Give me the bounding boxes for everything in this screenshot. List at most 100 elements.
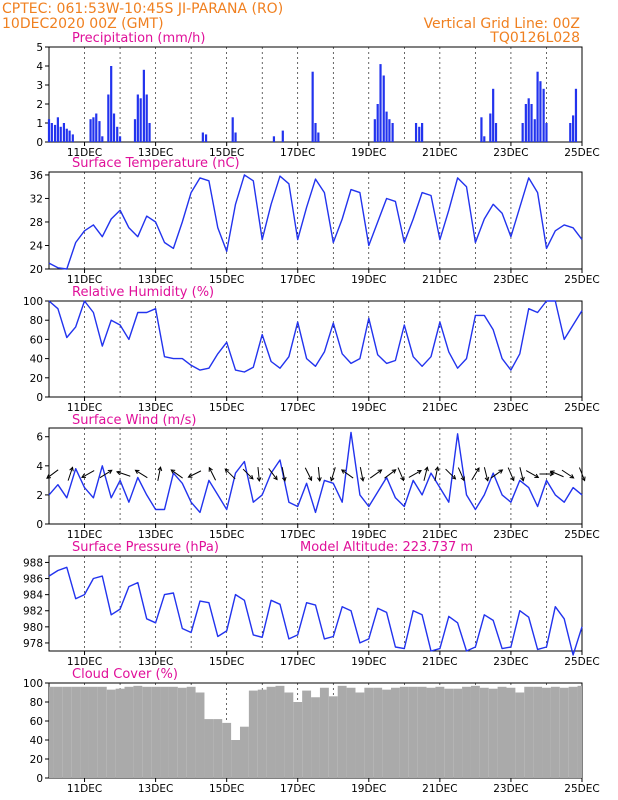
precipitation-bar: [545, 123, 548, 142]
cloud-cover-bar: [550, 686, 560, 778]
cloud-cover-bar: [444, 688, 454, 778]
wind-arrow-shaft: [408, 470, 422, 478]
precipitation-bar: [272, 136, 276, 142]
precipitation-bar: [388, 119, 391, 142]
wind-arrow-head: [46, 474, 51, 479]
wind-arrow: [304, 467, 313, 482]
precipitation-title: Precipitation (mm/h): [72, 31, 205, 46]
temperature-xtick-label: 19DEC: [351, 274, 386, 286]
wind-xtick-label: 23DEC: [493, 529, 528, 541]
cloud-cover-bar: [479, 687, 489, 778]
wind-arrow-head: [340, 469, 346, 474]
humidity-frame: [48, 300, 583, 398]
precipitation-bar: [373, 119, 376, 142]
cloud-cover-bar: [391, 687, 400, 778]
wind-arrow: [549, 470, 564, 478]
humidity-ytick-label: 60: [30, 334, 43, 346]
precipitation-bar: [116, 126, 119, 142]
header-grid-note: Vertical Grid Line: 00Z: [424, 16, 580, 32]
cloud-cover-bar: [533, 686, 543, 778]
wind-arrow: [578, 467, 586, 482]
cloud-cover-ytick-label: 80: [30, 697, 43, 709]
wind-arrow-head: [520, 476, 525, 482]
wind-arrow-head: [424, 466, 429, 472]
precipitation-bar: [101, 136, 104, 142]
wind-arrow-shaft: [317, 466, 321, 482]
wind-arrow-head: [484, 476, 490, 482]
wind-arrow-shaft: [369, 469, 382, 479]
cloud-cover-bar: [408, 686, 418, 778]
precipitation-ytick-label: 2: [36, 99, 43, 111]
wind-arrow-shaft: [188, 470, 202, 478]
cloud-cover-bar: [177, 687, 187, 778]
wind-arrow-shaft: [268, 468, 278, 480]
pressure-xtick-label: 25DEC: [564, 656, 599, 668]
wind-arrow: [99, 469, 113, 479]
cloud-cover-bar: [106, 689, 116, 778]
wind-arrow: [46, 469, 59, 479]
wind-arrow: [170, 469, 183, 479]
wind-arrow-head: [391, 469, 397, 474]
temperature-xtick-label: 17DEC: [280, 274, 315, 286]
precipitation-ytick-label: 4: [36, 61, 43, 73]
cloud-cover-bar: [462, 686, 471, 778]
wind-arrow-head: [329, 476, 335, 482]
cloud-cover-bar: [275, 685, 285, 778]
cloud-cover-bar: [470, 685, 480, 778]
precipitation-bar: [494, 123, 498, 142]
precipitation-bar: [421, 123, 424, 142]
pressure-panel: 978 980 982 984 986 988 11DEC 13DEC 15DEC 17DEC 19…: [23, 540, 600, 668]
wind-arrow: [208, 466, 217, 481]
precipitation-bar: [139, 98, 142, 142]
temperature-xtick-label: 25DEC: [564, 274, 599, 286]
precipitation-xtick-label: 25DEC: [564, 147, 599, 159]
wind-arrow: [471, 467, 480, 481]
precipitation-bar: [47, 119, 51, 142]
cloud-cover-bar: [373, 687, 383, 778]
precipitation-bar: [483, 136, 486, 142]
pressure-ytick-label: 982: [23, 606, 43, 618]
precipitation-bar: [376, 104, 379, 142]
humidity-xtick-label: 17DEC: [280, 402, 315, 414]
cloud-cover-bar: [417, 686, 427, 778]
wind-arrow-head: [281, 476, 287, 482]
temperature-line: [48, 174, 583, 270]
wind-arrow-head: [534, 473, 540, 478]
wind-xtick-label: 17DEC: [280, 529, 315, 541]
wind-arrow-head: [157, 466, 163, 472]
cloud-cover-bar: [160, 686, 169, 778]
cloud-cover-bar: [49, 686, 54, 778]
wind-xtick-label: 21DEC: [422, 529, 457, 541]
cloud-cover-bar: [239, 726, 249, 778]
temperature-title: Surface Temperature (nC): [72, 156, 240, 171]
precipitation-bar: [536, 71, 539, 142]
cloud-cover-bar: [453, 688, 463, 778]
wind-arrow-shaft: [525, 470, 539, 478]
wind-arrow: [256, 466, 262, 483]
precipitation-bar: [53, 124, 57, 142]
header-run-time: 10DEC2020 00Z (GMT): [2, 16, 164, 32]
humidity-ytick-label: 80: [30, 315, 43, 327]
precipitation-bar: [492, 88, 495, 142]
wind-arrow-head: [256, 477, 262, 483]
precipitation-bar: [142, 69, 145, 142]
cloud-cover-xtick-label: 25DEC: [564, 783, 599, 795]
wind-xtick-label: 11DEC: [67, 529, 102, 541]
precipitation-xtick-label: 13DEC: [138, 147, 173, 159]
precipitation-xtick-label: 17DEC: [280, 147, 315, 159]
wind-arrow: [434, 466, 440, 481]
precipitation-bar: [574, 88, 578, 142]
wind-arrow-head: [510, 476, 515, 482]
pressure-title: Surface Pressure (hPa): [72, 540, 219, 555]
wind-arrow-head: [360, 476, 365, 482]
wind-arrow-shaft: [471, 467, 480, 481]
precipitation-bar: [317, 132, 320, 142]
wind-arrow-head: [134, 469, 140, 475]
precipitation-bar: [391, 123, 394, 142]
wind-arrow-shaft: [578, 467, 586, 481]
precipitation-bar: [489, 113, 492, 142]
precipitation-bar: [112, 113, 116, 142]
precipitation-bar: [56, 117, 59, 142]
humidity-line: [48, 300, 583, 373]
